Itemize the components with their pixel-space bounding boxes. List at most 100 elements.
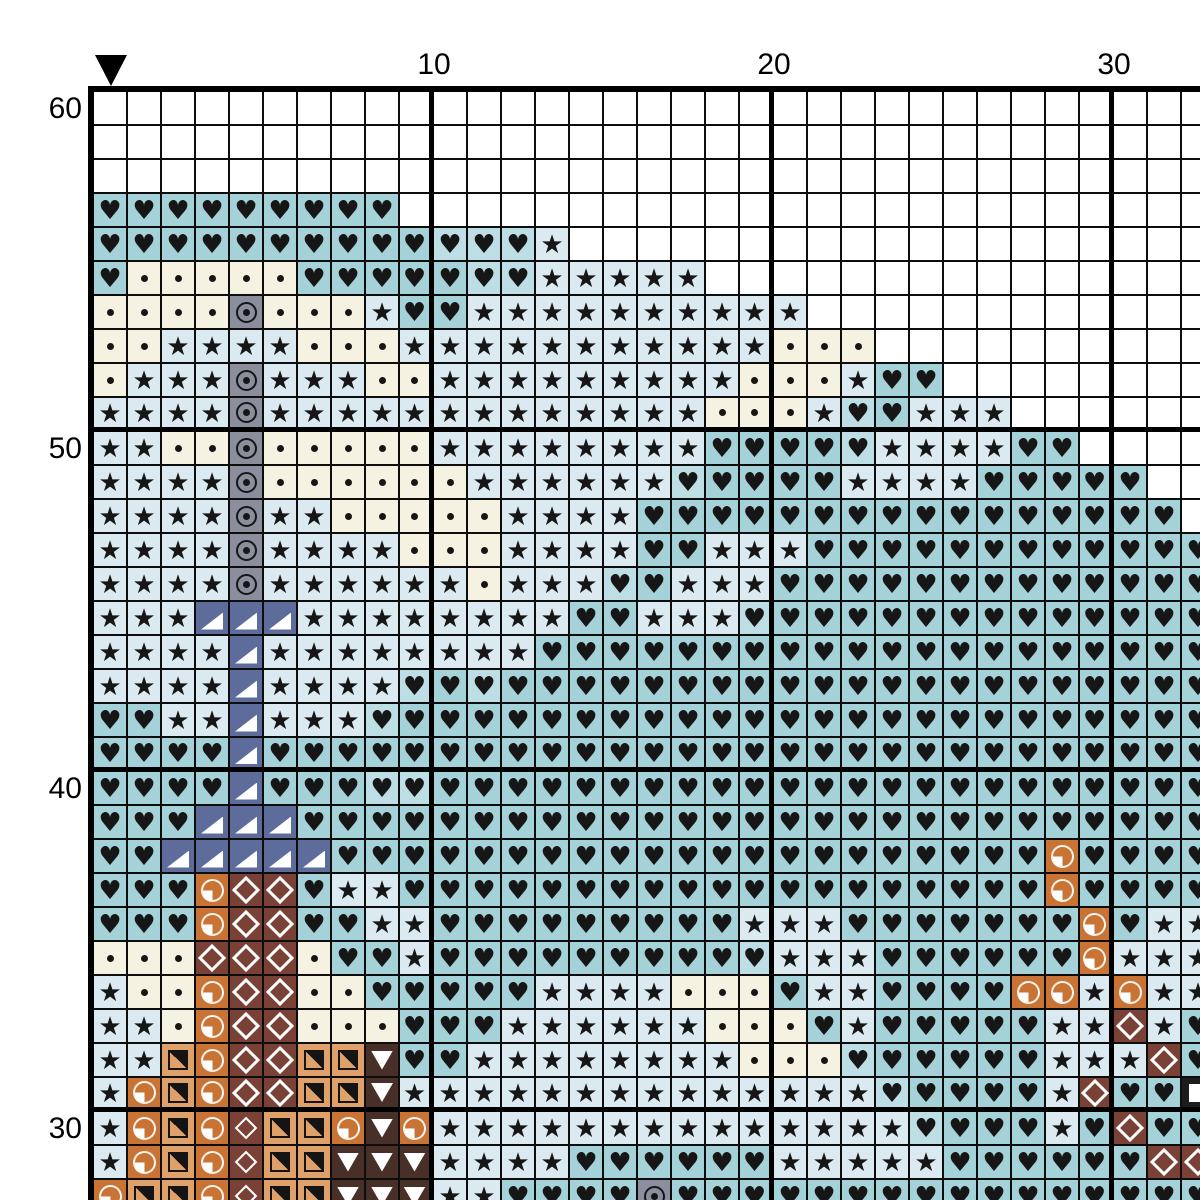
stitch-cell: ♥ xyxy=(672,942,706,976)
stitch-cell xyxy=(264,432,298,466)
heart-icon: ♥ xyxy=(608,570,632,600)
stitch-cell xyxy=(298,126,332,160)
stitch-cell xyxy=(1012,262,1046,296)
stitch-cell: ♥ xyxy=(910,568,944,602)
heart-icon: ♥ xyxy=(574,1182,598,1200)
stitch-cell: ♥ xyxy=(910,772,944,806)
stitch-cell: ♥ xyxy=(604,772,638,806)
stitch-cell: ♥ xyxy=(570,1146,604,1180)
stitch-cell xyxy=(808,126,842,160)
stitch-cell: ★ xyxy=(536,1146,570,1180)
stitch-cell: ★ xyxy=(366,908,400,942)
stitch-cell xyxy=(774,194,808,228)
stitch-cell: ♥ xyxy=(672,772,706,806)
star-icon: ★ xyxy=(642,366,666,396)
triangle-down-icon xyxy=(371,1050,393,1070)
stitch-cell xyxy=(230,602,264,636)
diamond-icon xyxy=(231,875,261,905)
heart-icon: ♥ xyxy=(1082,876,1107,906)
stitch-cell: ♥ xyxy=(876,772,910,806)
stitch-cell: ★ xyxy=(774,942,808,976)
star-icon: ★ xyxy=(880,434,904,464)
stitch-cell: ♥ xyxy=(1012,1112,1046,1146)
stitch-cell: ♥ xyxy=(842,874,876,908)
star-icon: ★ xyxy=(98,536,122,566)
dot-icon xyxy=(751,409,758,416)
heart-icon: ♥ xyxy=(1082,570,1107,600)
stitch-cell: ♥ xyxy=(604,908,638,942)
star-icon: ★ xyxy=(608,468,632,498)
stitch-cell: ♥ xyxy=(978,1180,1012,1200)
diamond-icon xyxy=(231,977,261,1007)
stitch-cell xyxy=(162,296,196,330)
heart-icon: ♥ xyxy=(982,1012,1006,1042)
stitch-cell xyxy=(468,194,502,228)
stitch-cell: ♥ xyxy=(94,806,128,840)
stitch-cell xyxy=(1148,1146,1182,1180)
heart-icon: ♥ xyxy=(982,876,1006,906)
stitch-cell: ♥ xyxy=(434,942,468,976)
star-icon: ★ xyxy=(574,398,598,429)
stitch-cell: ♥ xyxy=(468,670,502,704)
stitch-cell: ★ xyxy=(332,670,366,704)
stitch-cell: ♥ xyxy=(638,568,672,602)
heart-icon: ♥ xyxy=(778,738,802,769)
stitch-cell: ♥ xyxy=(1114,670,1148,704)
heart-icon: ♥ xyxy=(472,910,496,940)
stitch-cell: ♥ xyxy=(774,670,808,704)
stitch-cell: ★ xyxy=(808,942,842,976)
quarter-circle-icon xyxy=(1118,980,1142,1004)
stitch-cell: ★ xyxy=(604,500,638,534)
dot-icon xyxy=(378,1022,386,1030)
stitch-cell: ★ xyxy=(774,296,808,330)
half-square-icon xyxy=(168,1186,188,1200)
stitch-cell: ♥ xyxy=(876,602,910,636)
stitch-cell: ★ xyxy=(128,534,162,568)
heart-icon: ♥ xyxy=(1016,468,1040,498)
heart-icon: ♥ xyxy=(676,672,700,702)
stitch-cell xyxy=(1114,976,1148,1010)
heart-icon: ♥ xyxy=(948,638,972,668)
diamond-icon xyxy=(197,943,227,973)
stitch-cell: ♥ xyxy=(468,976,502,1010)
star-icon: ★ xyxy=(1186,946,1200,972)
heart-icon: ♥ xyxy=(574,842,598,872)
stitch-cell: ★ xyxy=(434,398,468,432)
stitch-cell xyxy=(638,92,672,126)
heart-icon: ♥ xyxy=(1016,604,1040,634)
star-icon: ★ xyxy=(574,1114,598,1144)
stitch-cell xyxy=(230,500,264,534)
diamond-icon xyxy=(1149,1045,1179,1075)
stitch-cell xyxy=(944,126,978,160)
star-icon: ★ xyxy=(98,468,122,498)
stitch-cell xyxy=(162,126,196,160)
heart-icon: ♥ xyxy=(438,808,462,838)
stitch-cell xyxy=(536,92,570,126)
heart-icon: ♥ xyxy=(710,502,734,532)
stitch-cell: ★ xyxy=(366,874,400,908)
star-icon: ★ xyxy=(302,604,326,634)
heart-icon: ♥ xyxy=(132,774,156,804)
stitch-cell: ♥ xyxy=(910,1044,944,1078)
stitch-cell: ♥ xyxy=(298,194,332,228)
heart-icon: ♥ xyxy=(1082,502,1107,532)
stitch-cell xyxy=(978,330,1012,364)
center-marker-icon xyxy=(95,55,127,86)
heart-icon: ♥ xyxy=(982,978,1006,1008)
stitch-cell: ♥ xyxy=(536,670,570,704)
heart-icon: ♥ xyxy=(574,808,598,838)
stitch-cell: ♥ xyxy=(400,806,434,840)
quarter-circle-icon xyxy=(200,878,224,902)
heart-icon: ♥ xyxy=(1186,1014,1200,1040)
star-icon: ★ xyxy=(540,298,564,328)
stitch-cell: ♥ xyxy=(366,262,400,296)
stitch-cell xyxy=(740,194,774,228)
heart-icon: ♥ xyxy=(778,434,802,464)
stitch-cell: ♥ xyxy=(604,602,638,636)
heart-icon: ♥ xyxy=(1152,1078,1176,1109)
triangle-corner-icon xyxy=(269,612,291,630)
heart-icon: ♥ xyxy=(742,468,767,498)
stitch-cell: ★ xyxy=(1046,1078,1080,1112)
heart-icon: ♥ xyxy=(880,502,904,532)
stitch-cell: ★ xyxy=(196,636,230,670)
